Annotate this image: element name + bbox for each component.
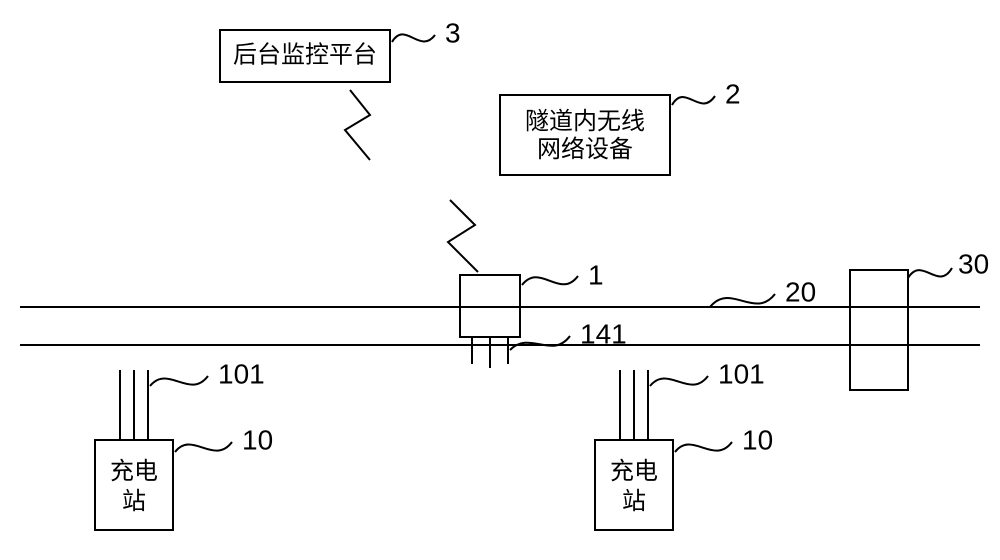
station1-box-label: 10 bbox=[242, 424, 273, 455]
door-box bbox=[850, 270, 908, 390]
station1-box-leader bbox=[175, 442, 232, 452]
wireless-text: 隧道内无线网络设备 bbox=[525, 108, 645, 163]
wireless-label: 2 bbox=[725, 78, 741, 109]
station2-box-leader bbox=[675, 442, 732, 452]
robot-leader bbox=[522, 276, 578, 285]
station2-rod-label: 101 bbox=[718, 358, 765, 389]
door-leader bbox=[908, 268, 952, 278]
robot-leg-label: 141 bbox=[580, 318, 627, 349]
wireless-leader bbox=[672, 96, 715, 105]
station2-text: 充电站 bbox=[610, 458, 658, 515]
door-label: 30 bbox=[958, 248, 989, 279]
lightning-icon-1 bbox=[448, 200, 478, 272]
track-leader bbox=[710, 294, 775, 307]
platform-text: 后台监控平台 bbox=[233, 41, 377, 68]
robot-leg-leader bbox=[510, 336, 570, 350]
station1-text: 充电站 bbox=[110, 458, 158, 515]
diagram-canvas: 后台监控平台 3 隧道内无线网络设备 2 1 141 20 30 充电站 101 10 充电站 101 1… bbox=[0, 0, 1000, 560]
lightning-icon-0 bbox=[345, 90, 370, 160]
station1-rod-leader bbox=[150, 376, 208, 386]
platform-label: 3 bbox=[445, 17, 461, 48]
station1-rod-label: 101 bbox=[218, 358, 265, 389]
station2-rod-leader bbox=[650, 376, 708, 386]
platform-leader bbox=[392, 34, 435, 42]
track-label: 20 bbox=[785, 276, 816, 307]
station2-box-label: 10 bbox=[742, 424, 773, 455]
robot-label: 1 bbox=[588, 259, 604, 290]
